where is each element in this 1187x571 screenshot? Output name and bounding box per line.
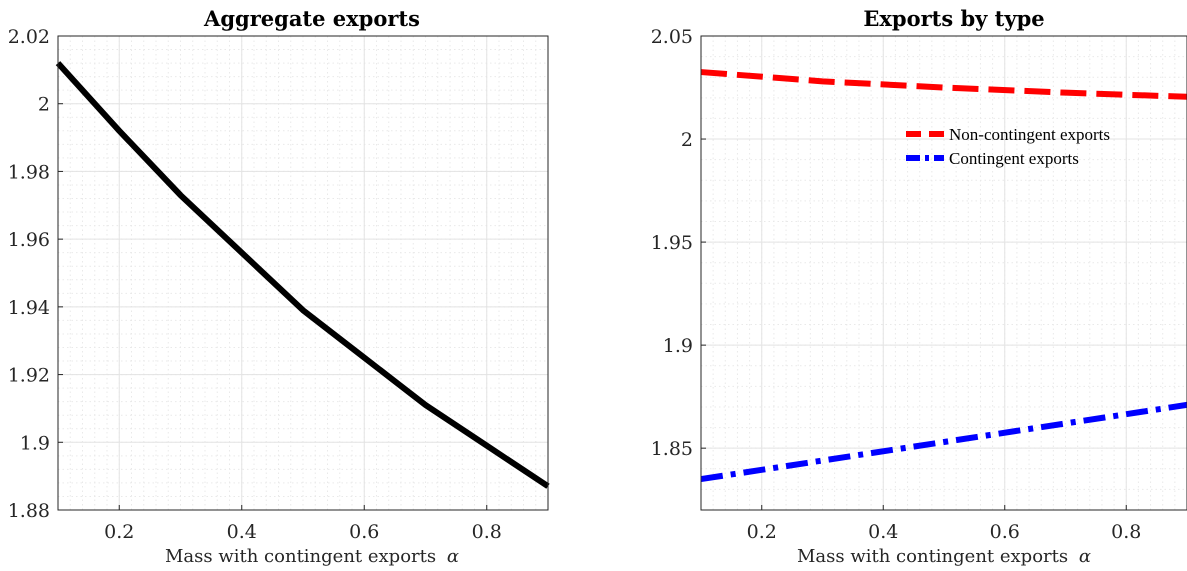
plot-frame bbox=[700, 35, 1187, 511]
series-layer bbox=[700, 69, 1187, 483]
y-tick-label: 2.05 bbox=[651, 26, 693, 48]
y-tick-labels: 1.85 1.9 1.95 2 2.05 bbox=[651, 26, 706, 460]
y-tick-label: 2 bbox=[681, 129, 693, 151]
y-tick-label: 1.98 bbox=[8, 161, 50, 183]
plot-frame bbox=[57, 35, 549, 511]
minor-grid bbox=[701, 36, 1187, 510]
x-axis-label-text: Mass with contingent exports bbox=[797, 546, 1068, 567]
series-layer bbox=[55, 61, 550, 489]
x-tick-labels: 0.2 0.4 0.6 0.8 bbox=[747, 505, 1141, 543]
major-grid bbox=[58, 36, 548, 510]
y-tick-labels: 1.88 1.9 1.92 1.94 1.96 1.98 2 2.02 bbox=[8, 26, 63, 522]
series-line-dash-dot bbox=[700, 401, 1187, 483]
y-tick-label: 1.95 bbox=[651, 232, 693, 254]
x-tick-label: 0.8 bbox=[472, 521, 502, 543]
y-tick-label: 1.92 bbox=[8, 365, 50, 387]
y-tick-label: 1.85 bbox=[651, 438, 693, 460]
x-tick-labels: 0.2 0.4 0.6 0.8 bbox=[104, 505, 502, 543]
y-tick-label: 1.96 bbox=[8, 229, 50, 251]
y-tick-label: 2 bbox=[38, 94, 50, 116]
aggregate-exports-chart: Aggregate exports 1.88 1.9 1.92 1.94 1.96 1.9… bbox=[8, 6, 550, 567]
y-tick-label: 1.9 bbox=[20, 432, 50, 454]
series-line-dashed bbox=[700, 69, 1187, 100]
x-axis-label-symbol: α bbox=[447, 546, 459, 567]
x-axis-label-symbol: α bbox=[1079, 546, 1091, 567]
legend-label: Non-contingent exports bbox=[949, 125, 1110, 144]
y-tick-label: 2.02 bbox=[8, 26, 50, 48]
x-axis-label-text: Mass with contingent exports bbox=[165, 546, 436, 567]
major-grid bbox=[701, 36, 1187, 510]
legend-entry-non-contingent: Non-contingent exports bbox=[906, 125, 1110, 144]
x-tick-label: 0.6 bbox=[349, 521, 379, 543]
legend-label: Contingent exports bbox=[949, 149, 1079, 168]
x-tick-label: 0.4 bbox=[227, 521, 257, 543]
chart-title: Aggregate exports bbox=[203, 6, 420, 31]
legend-entry-contingent: Contingent exports bbox=[906, 149, 1079, 168]
x-axis-label: Mass with contingent exports α bbox=[797, 546, 1091, 567]
x-tick-label: 0.2 bbox=[747, 521, 777, 543]
chart-title: Exports by type bbox=[863, 6, 1044, 31]
x-tick-label: 0.8 bbox=[1111, 521, 1141, 543]
y-tick-label: 1.94 bbox=[8, 297, 50, 319]
x-tick-label: 0.6 bbox=[990, 521, 1020, 543]
x-tick-label: 0.4 bbox=[868, 521, 898, 543]
x-tick-label: 0.2 bbox=[104, 521, 134, 543]
x-axis-label: Mass with contingent exports α bbox=[165, 546, 459, 567]
y-tick-label: 1.88 bbox=[8, 500, 50, 522]
legend: Non-contingent exports Contingent export… bbox=[906, 125, 1110, 168]
y-tick-label: 1.9 bbox=[663, 335, 693, 357]
series-line-solid bbox=[55, 61, 550, 489]
